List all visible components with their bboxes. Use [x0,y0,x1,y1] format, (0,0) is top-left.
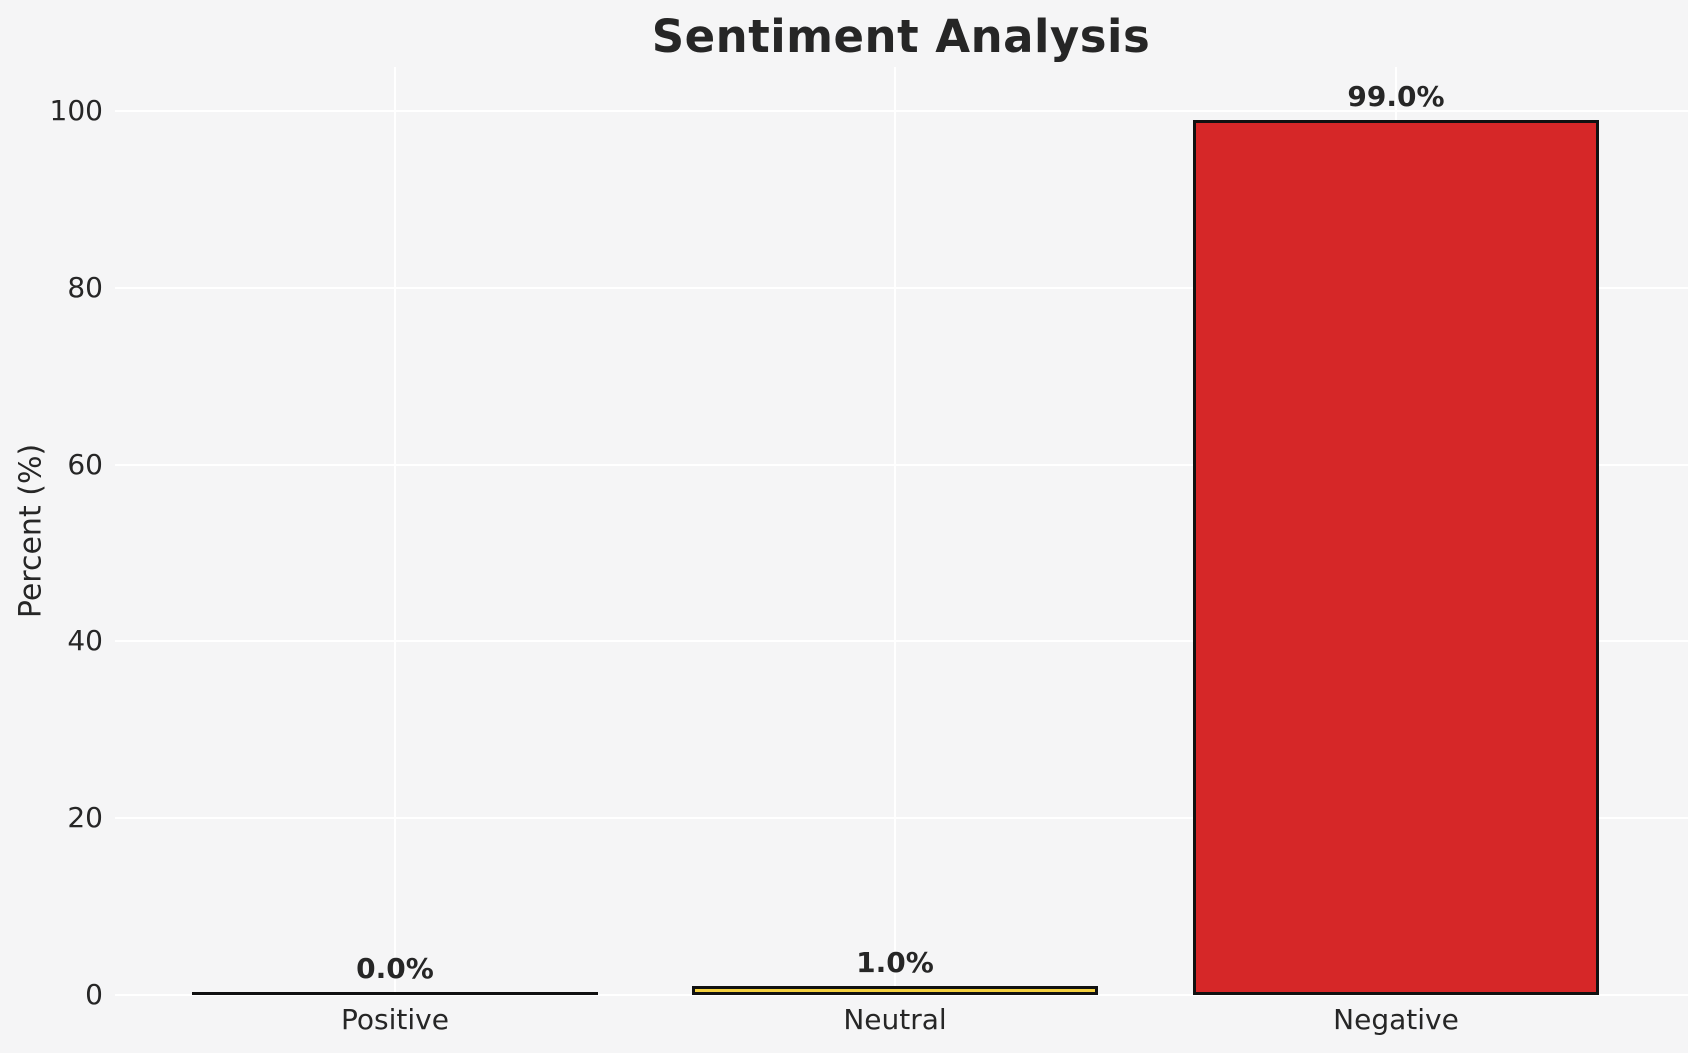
y-tick-label-40: 40 [67,624,103,658]
gridline-horizontal-40 [115,640,1688,643]
x-tick-label-positive: Positive [341,1003,449,1036]
y-tick-label-20: 20 [67,801,103,835]
y-tick-label-80: 80 [67,270,103,304]
bar-negative [1193,120,1599,995]
x-tick-label-neutral: Neutral [843,1003,947,1036]
gridline-horizontal-80 [115,286,1688,289]
bar-positive [192,992,598,995]
gridline-horizontal-0 [115,994,1688,996]
gridline-horizontal-20 [115,817,1688,820]
bar-value-label-positive: 0.0% [356,952,434,985]
gridline-vertical-neutral [894,67,896,995]
gridline-horizontal-100 [115,110,1688,113]
x-tick-label-negative: Negative [1333,1003,1459,1036]
plot-area: 0 20 40 60 80 100 0.0% Positive 1.0% Neutral 99.0%… [50,67,1688,1035]
y-tick-label-100: 100 [49,94,103,128]
y-tick-label-0: 0 [85,978,103,1011]
bar-value-label-negative: 99.0% [1347,80,1445,114]
chart-title: Sentiment Analysis [651,10,1151,63]
bar-value-label-neutral: 1.0% [856,946,934,980]
y-tick-label-60: 60 [67,447,103,481]
gridline-horizontal-60 [115,463,1688,466]
bar-neutral [692,986,1098,995]
gridline-vertical-positive [394,67,396,995]
